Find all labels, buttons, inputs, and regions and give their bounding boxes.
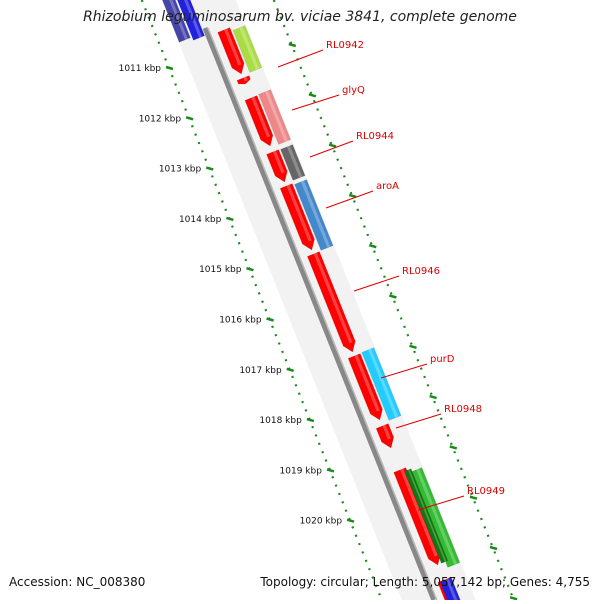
cds-arrow <box>244 95 274 147</box>
gene-callout-line <box>291 94 340 111</box>
scale-tick <box>266 317 274 322</box>
scale-label: 1012 kbp <box>139 114 182 124</box>
feature-partial-top-2 <box>177 0 205 41</box>
gene-feature-shade <box>416 468 458 565</box>
map-title: Rhizobium leguminosarum bv. viciae 3841,… <box>83 9 517 25</box>
scale-tick <box>165 65 174 71</box>
scale-label: 1017 kbp <box>239 366 282 376</box>
gene-label-rl0948: RL0948 <box>444 404 482 415</box>
cds-arrow-shade <box>400 468 438 557</box>
genome-backbone <box>202 27 437 601</box>
scale-label: 1011 kbp <box>119 64 162 74</box>
cds-arrow-shade <box>313 252 353 344</box>
gene-feature <box>294 179 334 251</box>
gene-label-glyq: glyQ <box>342 85 365 96</box>
outer-tick <box>509 596 518 601</box>
cds-arrow-shade <box>224 28 242 66</box>
scale-tick <box>326 468 335 473</box>
gene-feature-stripe <box>404 468 449 564</box>
gene-label-rl0949: RL0949 <box>467 486 505 497</box>
scale-label: 1014 kbp <box>179 215 222 225</box>
outer-tick <box>348 193 357 199</box>
gene-callout-line <box>353 275 400 292</box>
cds-arrow-shade <box>286 184 312 242</box>
gene-label-purd: purD <box>430 354 455 365</box>
cds-arrow-shade <box>272 150 285 174</box>
outer-tick <box>368 243 377 249</box>
feature-partial-bottom <box>439 577 463 604</box>
scale-label: 1013 kbp <box>159 165 202 175</box>
scale-tick <box>306 417 315 423</box>
feature-partial-top-2-shade <box>184 0 203 38</box>
gene-label-rl0942: RL0942 <box>326 40 364 51</box>
outer-tick <box>389 294 397 299</box>
cds-arrow <box>375 423 394 449</box>
cds-arrow-shade <box>354 354 380 412</box>
cds-arrow <box>266 149 288 183</box>
cds-arrow <box>307 251 356 353</box>
scale-tick <box>185 116 194 121</box>
outer-tick <box>308 93 317 98</box>
gene-callout-line <box>417 495 465 511</box>
gene-callout-line <box>380 363 428 379</box>
scale-label: 1015 kbp <box>199 265 242 275</box>
gene-feature-shade <box>286 145 303 178</box>
outer-tick <box>409 344 417 350</box>
gene-callout-line <box>325 190 374 209</box>
cds-arrow-shade <box>382 424 391 440</box>
gene-feature-stripe-shade <box>407 469 447 562</box>
gene-feature <box>280 144 306 181</box>
gene-callout-line <box>309 140 354 158</box>
scale-tick <box>246 266 254 272</box>
cds-arrow <box>347 353 383 421</box>
gene-feature <box>232 25 263 73</box>
scale-tick <box>346 518 355 523</box>
cds-arrow <box>217 27 245 75</box>
gene-feature-shade <box>368 348 399 418</box>
gene-label-rl0946: RL0946 <box>402 266 440 277</box>
feature-partial-top-1 <box>162 0 191 43</box>
feature-partial-top-1-shade <box>169 0 188 40</box>
outer-tick <box>489 545 498 551</box>
gene-feature <box>258 89 291 145</box>
outer-tick <box>469 495 478 500</box>
scale-tick <box>205 166 214 171</box>
scale-label: 1016 kbp <box>219 316 262 326</box>
cds-arrow-shade <box>251 96 271 138</box>
gene-label-rl0944: RL0944 <box>356 131 394 142</box>
gene-feature-shade <box>264 90 288 142</box>
scale-label: 1018 kbp <box>259 416 302 426</box>
accession-label: Accession: NC_008380 <box>9 575 146 589</box>
outer-tick <box>429 394 437 400</box>
scale-label: 1020 kbp <box>300 517 343 527</box>
cds-arrow <box>279 183 315 251</box>
outer-tick <box>449 445 458 450</box>
gene-feature-shade <box>239 26 260 70</box>
gene-label-aroa: aroA <box>376 181 399 192</box>
gene-callout-line <box>277 49 324 68</box>
gene-feature-shade <box>300 180 331 248</box>
scale-tick <box>226 216 234 222</box>
cds-arrow <box>393 467 441 566</box>
cds-arrow <box>236 75 251 85</box>
outer-tick <box>288 42 297 48</box>
outer-tick <box>328 143 337 148</box>
cds-arrow-shade <box>243 76 248 82</box>
track-background <box>161 0 478 604</box>
scale-label: 1019 kbp <box>280 466 323 476</box>
genome-summary: Topology: circular; Length: 5,057,142 bp… <box>260 575 590 589</box>
feature-partial-bottom-shade <box>446 578 459 604</box>
scale-tick <box>286 367 295 373</box>
genome-backbone-highlight <box>207 27 438 601</box>
gene-callout-line <box>395 413 442 429</box>
gene-feature <box>361 347 402 421</box>
